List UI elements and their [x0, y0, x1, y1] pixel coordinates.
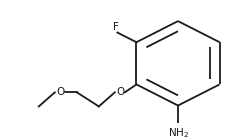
Text: F: F [114, 22, 119, 32]
Text: O: O [117, 87, 125, 97]
Text: NH$_2$: NH$_2$ [168, 127, 190, 140]
Text: O: O [57, 87, 65, 97]
